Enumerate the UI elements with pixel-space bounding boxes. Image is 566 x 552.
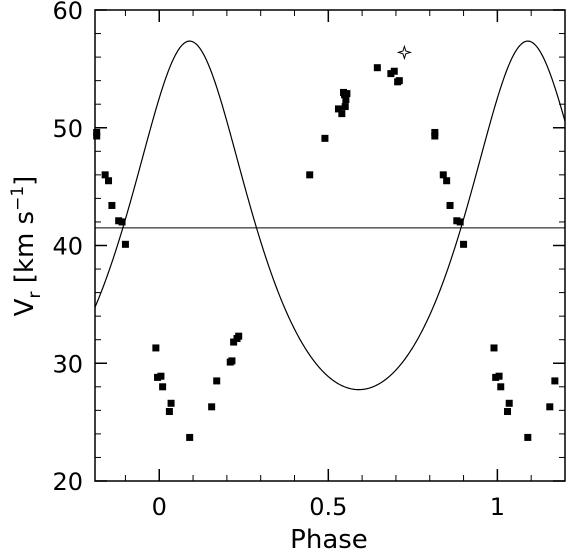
data-point [431,128,439,136]
y-axis-symbol: V [10,298,40,316]
data-point [505,399,513,407]
data-point [230,338,238,346]
data-point [235,332,243,340]
x-axis-title: Phase [290,525,368,552]
data-point [446,201,454,209]
data-point [118,218,126,226]
data-point [167,399,175,407]
y-tick-label: 50 [52,115,83,143]
data-point [334,105,342,113]
data-point [342,95,350,103]
y-axis-subscript: r [25,292,45,299]
star-point [396,44,413,61]
data-point [152,344,160,352]
data-point [213,377,221,385]
data-point [93,128,101,136]
data-points [93,44,559,441]
y-tick-label: 20 [52,468,83,496]
data-point [390,67,398,75]
data-point [121,240,129,248]
data-point [101,171,109,179]
data-point [159,383,167,391]
tick-labels: 0 0.5 1 20 30 40 50 60 [52,0,505,521]
y-axis-units: [km s [10,211,40,292]
data-point [157,372,165,380]
data-point [490,344,498,352]
data-point [439,171,447,179]
data-point [105,177,113,185]
data-point [321,134,329,142]
orbital-fit-curve [94,40,566,391]
axis-ticks [95,9,565,482]
x-tick-label: 1 [490,493,505,521]
data-point [373,64,381,72]
y-tick-label: 60 [52,0,83,25]
y-axis-title: Vr [km s−1] [8,176,45,317]
y-axis-close: ] [10,176,40,186]
data-point [524,433,532,441]
y-axis-exponent: −1 [8,186,28,211]
data-point [165,408,173,416]
data-point [460,240,468,248]
data-point [208,403,216,411]
data-point [228,357,236,365]
data-point [341,103,349,111]
data-point [306,171,314,179]
data-point [443,177,451,185]
data-point [495,372,503,380]
data-point [456,218,464,226]
data-point [504,408,512,416]
data-point [497,383,505,391]
data-point [551,377,559,385]
data-point [338,110,346,118]
x-tick-label: 0.5 [309,493,347,521]
data-point [431,132,439,140]
data-point [93,132,101,140]
y-tick-label: 30 [52,350,83,378]
data-point [108,201,116,209]
data-point [395,77,403,85]
data-point [186,433,194,441]
x-tick-label: 0 [152,493,167,521]
data-point [343,90,351,98]
y-tick-label: 40 [52,233,83,261]
data-point [546,403,554,411]
